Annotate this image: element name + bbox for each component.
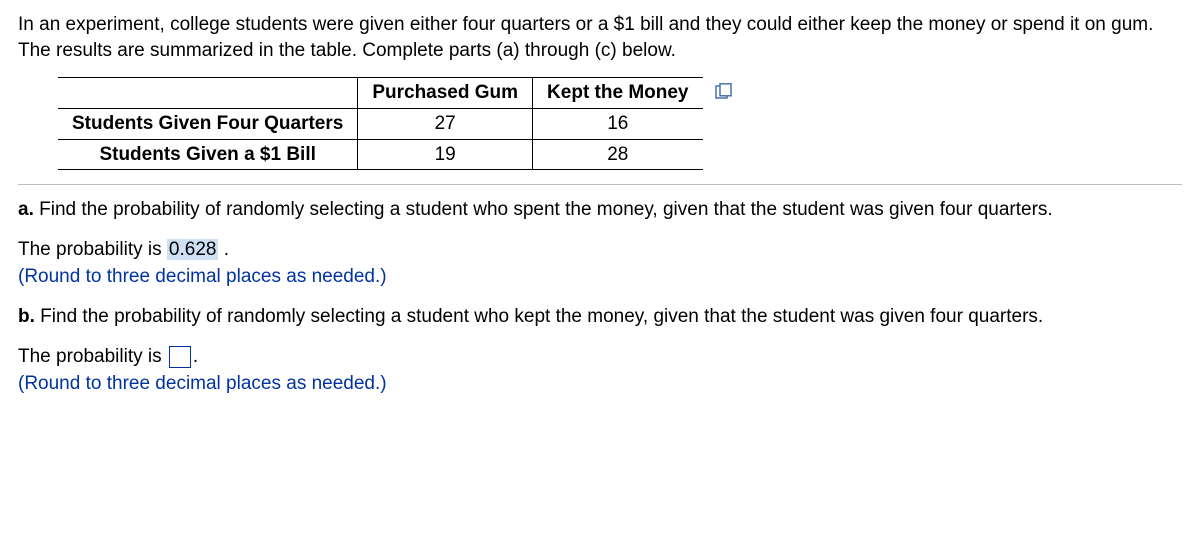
cell-bill-kept: 28 — [533, 139, 703, 170]
section-divider — [18, 184, 1182, 185]
copy-icon[interactable] — [715, 81, 733, 107]
data-table: Purchased Gum Kept the Money Students Gi… — [58, 77, 703, 170]
cell-bill-purchased: 19 — [358, 139, 533, 170]
part-b-answer-input[interactable] — [169, 346, 191, 368]
part-b-question: b. Find the probability of randomly sele… — [18, 304, 1182, 330]
col-header-purchased: Purchased Gum — [358, 78, 533, 109]
part-a-answer-prefix: The probability is — [18, 239, 162, 260]
table-corner-blank — [58, 78, 358, 109]
table-row: Students Given Four Quarters 27 16 — [58, 108, 703, 139]
problem-intro: In an experiment, college students were … — [18, 12, 1182, 63]
cell-quarters-purchased: 27 — [358, 108, 533, 139]
col-header-kept: Kept the Money — [533, 78, 703, 109]
table-row: Students Given a $1 Bill 19 28 — [58, 139, 703, 170]
row-label-bill: Students Given a $1 Bill — [58, 139, 358, 170]
part-a-question: a. Find the probability of randomly sele… — [18, 197, 1182, 223]
part-a-answer-suffix: . — [224, 239, 229, 260]
part-b-answer-prefix: The probability is — [18, 346, 162, 367]
part-b-answer-suffix: . — [193, 346, 198, 367]
part-b-label: b. — [18, 306, 35, 327]
part-b-text: Find the probability of randomly selecti… — [40, 306, 1043, 327]
part-a-answer-value[interactable]: 0.628 — [167, 239, 219, 260]
part-a-label: a. — [18, 199, 34, 220]
part-a-answer-line: The probability is 0.628 . — [18, 237, 1182, 263]
part-a-hint: (Round to three decimal places as needed… — [18, 264, 1182, 290]
part-b-answer-line: The probability is . — [18, 344, 1182, 370]
part-b-hint: (Round to three decimal places as needed… — [18, 371, 1182, 397]
cell-quarters-kept: 16 — [533, 108, 703, 139]
part-a-text: Find the probability of randomly selecti… — [39, 199, 1053, 220]
table-header-row: Purchased Gum Kept the Money — [58, 78, 703, 109]
row-label-quarters: Students Given Four Quarters — [58, 108, 358, 139]
